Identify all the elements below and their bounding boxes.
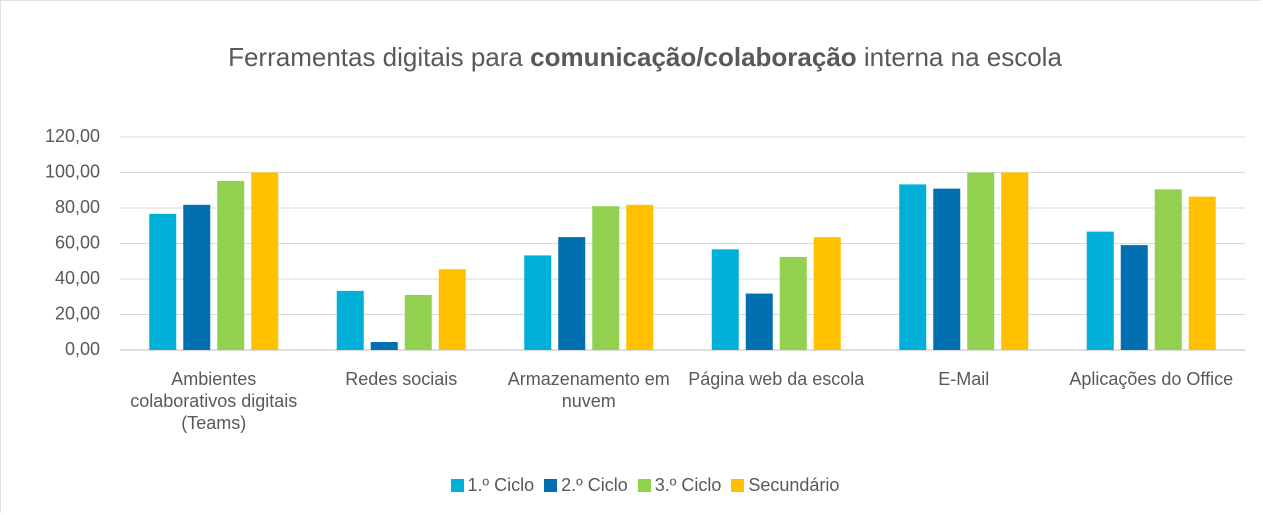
legend-item: Secundário (731, 475, 839, 496)
bar (813, 237, 841, 350)
bar (217, 181, 245, 350)
y-tick-label: 100,00 (45, 161, 100, 181)
y-tick-label: 60,00 (55, 232, 100, 252)
legend-label: 2.º Ciclo (561, 475, 628, 495)
legend-item: 3.º Ciclo (637, 475, 722, 496)
bar (438, 269, 466, 350)
bar (1086, 231, 1114, 350)
chart-title: Ferramentas digitais para comunicação/co… (155, 40, 1135, 75)
legend: 1.º Ciclo 2.º Ciclo 3.º Ciclo Secundário (0, 475, 1263, 496)
legend-label: Secundário (748, 475, 840, 495)
title-run: interna na escola (856, 42, 1062, 72)
legend-label: 1.º Ciclo (467, 475, 535, 495)
x-tick-label: Redes sociais (345, 369, 458, 389)
legend-label: 3.º Ciclo (654, 475, 722, 495)
bar (779, 256, 807, 350)
bar (933, 188, 961, 350)
bar (370, 342, 398, 350)
bar (592, 206, 620, 350)
bar (745, 293, 773, 350)
y-tick-label: 40,00 (55, 268, 100, 288)
bar (899, 184, 927, 350)
bar (404, 294, 432, 350)
legend-item: 2.º Ciclo (544, 475, 628, 496)
bar (524, 255, 552, 350)
bar (336, 290, 364, 350)
y-tick-label: 80,00 (55, 197, 100, 217)
x-tick-label: Armazenamento em nuvem (507, 369, 670, 411)
bar (626, 204, 654, 350)
x-tick-label: Ambientes colaborativos digitais (Teams) (130, 369, 298, 433)
legend-swatch (450, 479, 464, 492)
y-tick-label: 120,00 (45, 126, 100, 146)
bar (1154, 189, 1182, 350)
legend-item: 1.º Ciclo (450, 475, 535, 496)
bar (183, 204, 211, 350)
y-tick-label: 0,00 (65, 339, 100, 359)
title-run: comunicação/colaboração (530, 42, 857, 72)
title-run: Ferramentas digitais para (228, 42, 531, 72)
bar (558, 237, 586, 350)
legend-swatch (544, 479, 558, 492)
bar (711, 249, 739, 350)
bar (967, 172, 995, 350)
bar (1001, 172, 1029, 350)
bar (251, 172, 279, 350)
x-tick-label: Página web da escola (688, 369, 865, 389)
x-tick-label: Aplicações do Office (1069, 369, 1234, 389)
bar (149, 213, 177, 350)
legend-swatch (731, 479, 745, 492)
y-tick-label: 20,00 (55, 303, 100, 323)
bar (1188, 196, 1216, 350)
legend-swatch (637, 479, 651, 492)
bar (1120, 245, 1148, 350)
x-tick-label: E-Mail (938, 369, 990, 389)
